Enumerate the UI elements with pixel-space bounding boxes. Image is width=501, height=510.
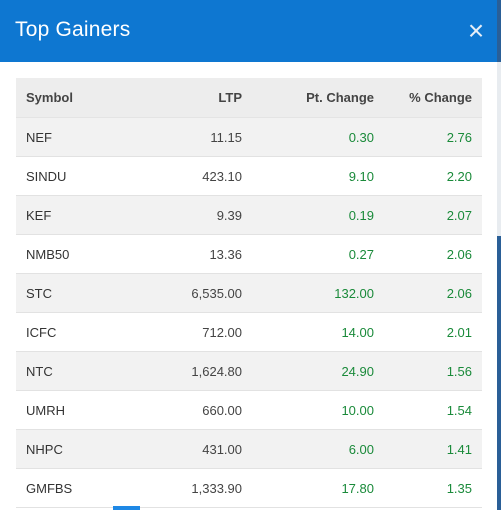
table-row[interactable]: ICFC 712.00 14.00 2.01 bbox=[16, 312, 482, 352]
background-page-gap bbox=[497, 62, 501, 236]
pt-change-cell: 0.19 bbox=[252, 195, 384, 235]
symbol-cell[interactable]: UMRH bbox=[16, 390, 136, 430]
ltp-cell: 13.36 bbox=[136, 234, 252, 274]
ltp-cell: 6,535.00 bbox=[136, 273, 252, 313]
table-row[interactable]: UMRH 660.00 10.00 1.54 bbox=[16, 390, 482, 430]
pt-change-cell: 10.00 bbox=[252, 390, 384, 430]
table-row[interactable]: NMB50 13.36 0.27 2.06 bbox=[16, 234, 482, 274]
pt-change-cell: 17.80 bbox=[252, 468, 384, 508]
pct-change-cell: 2.06 bbox=[384, 234, 482, 274]
column-header-symbol[interactable]: Symbol bbox=[16, 78, 136, 118]
symbol-cell[interactable]: STC bbox=[16, 273, 136, 313]
symbol-cell[interactable]: KEF bbox=[16, 195, 136, 235]
table-row[interactable]: NTC 1,624.80 24.90 1.56 bbox=[16, 351, 482, 391]
pct-change-cell: 1.35 bbox=[384, 468, 482, 508]
ltp-cell: 660.00 bbox=[136, 390, 252, 430]
pct-change-cell: 1.56 bbox=[384, 351, 482, 391]
ltp-cell: 712.00 bbox=[136, 312, 252, 352]
pt-change-cell: 0.27 bbox=[252, 234, 384, 274]
symbol-cell[interactable]: NEF bbox=[16, 117, 136, 157]
modal-title: Top Gainers bbox=[15, 18, 131, 41]
table-row[interactable]: SINDU 423.10 9.10 2.20 bbox=[16, 156, 482, 196]
pagination-indicator[interactable] bbox=[113, 506, 140, 510]
gainers-table: Symbol LTP Pt. Change % Change NEF 11.15… bbox=[16, 78, 482, 508]
pct-change-cell: 2.20 bbox=[384, 156, 482, 196]
table-header-row: Symbol LTP Pt. Change % Change bbox=[16, 78, 482, 118]
pct-change-cell: 2.06 bbox=[384, 273, 482, 313]
table-row[interactable]: NHPC 431.00 6.00 1.41 bbox=[16, 429, 482, 469]
pt-change-cell: 24.90 bbox=[252, 351, 384, 391]
ltp-cell: 9.39 bbox=[136, 195, 252, 235]
column-header-pt-change[interactable]: Pt. Change bbox=[252, 78, 384, 118]
ltp-cell: 1,333.90 bbox=[136, 468, 252, 508]
pct-change-cell: 2.01 bbox=[384, 312, 482, 352]
table-row[interactable]: STC 6,535.00 132.00 2.06 bbox=[16, 273, 482, 313]
ltp-cell: 423.10 bbox=[136, 156, 252, 196]
pct-change-cell: 2.07 bbox=[384, 195, 482, 235]
pt-change-cell: 9.10 bbox=[252, 156, 384, 196]
background-page-edge bbox=[497, 0, 501, 510]
ltp-cell: 1,624.80 bbox=[136, 351, 252, 391]
column-header-ltp[interactable]: LTP bbox=[136, 78, 252, 118]
modal-header: Top Gainers × bbox=[0, 0, 497, 62]
close-icon[interactable]: × bbox=[467, 15, 485, 46]
pt-change-cell: 132.00 bbox=[252, 273, 384, 313]
pt-change-cell: 6.00 bbox=[252, 429, 384, 469]
symbol-cell[interactable]: GMFBS bbox=[16, 468, 136, 508]
table-row[interactable]: NEF 11.15 0.30 2.76 bbox=[16, 117, 482, 157]
pct-change-cell: 1.54 bbox=[384, 390, 482, 430]
table-row[interactable]: GMFBS 1,333.90 17.80 1.35 bbox=[16, 468, 482, 508]
symbol-cell[interactable]: NTC bbox=[16, 351, 136, 391]
ltp-cell: 11.15 bbox=[136, 117, 252, 157]
pt-change-cell: 0.30 bbox=[252, 117, 384, 157]
symbol-cell[interactable]: NHPC bbox=[16, 429, 136, 469]
pct-change-cell: 1.41 bbox=[384, 429, 482, 469]
pt-change-cell: 14.00 bbox=[252, 312, 384, 352]
column-header-pct-change[interactable]: % Change bbox=[384, 78, 482, 118]
pct-change-cell: 2.76 bbox=[384, 117, 482, 157]
ltp-cell: 431.00 bbox=[136, 429, 252, 469]
symbol-cell[interactable]: ICFC bbox=[16, 312, 136, 352]
symbol-cell[interactable]: NMB50 bbox=[16, 234, 136, 274]
symbol-cell[interactable]: SINDU bbox=[16, 156, 136, 196]
table-row[interactable]: KEF 9.39 0.19 2.07 bbox=[16, 195, 482, 235]
